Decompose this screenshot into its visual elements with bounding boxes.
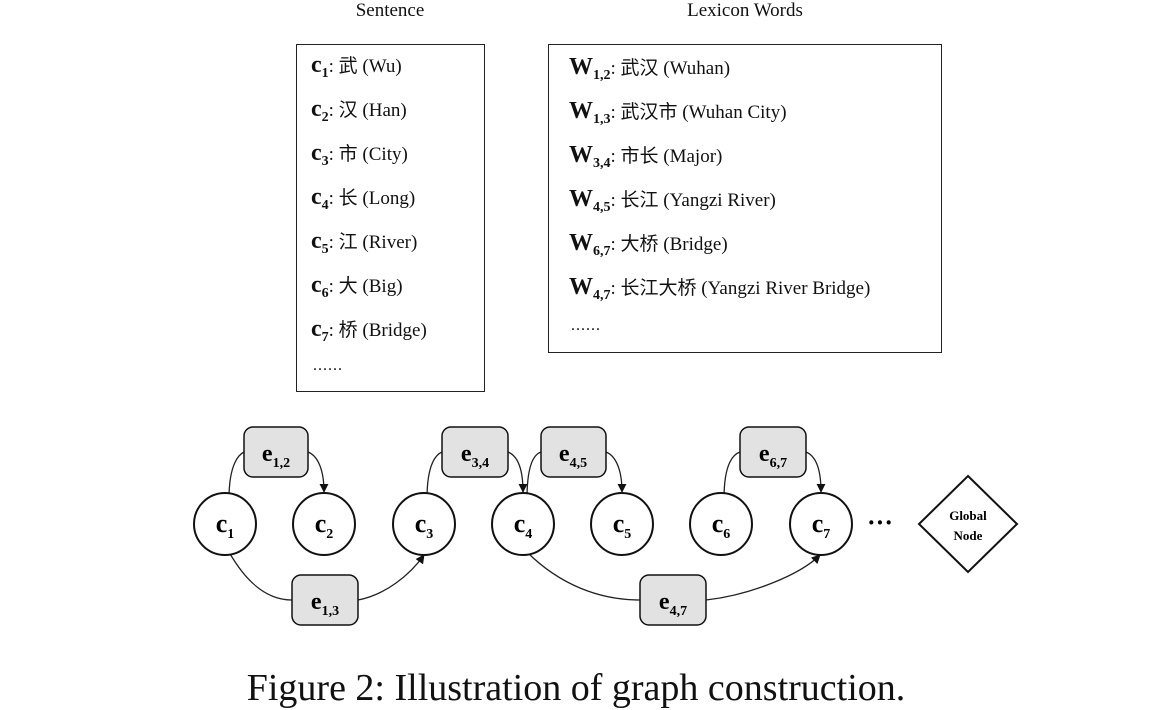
svg-text:e4,5: e4,5 (559, 441, 587, 471)
word-entry-1-3: W1,3: 武汉市 (Wuhan City) (569, 98, 787, 127)
graph-edges (228, 451, 826, 601)
word-entry-3-4: W3,4: 市长 (Major) (569, 142, 723, 171)
edge-node-e12: e1,2 (243, 426, 309, 478)
svg-text:e6,7: e6,7 (759, 441, 787, 471)
lexicon-ellipsis: ...... (571, 317, 601, 334)
svg-text:c7: c7 (812, 509, 831, 542)
edge-c4-e47 (526, 551, 641, 601)
char-node-c5: c5 (590, 492, 654, 556)
char-entry-5: c5: 江 (River) (311, 228, 418, 257)
global-node-label-2: Node (954, 528, 983, 543)
edge-e67-c7 (805, 451, 826, 493)
svg-text:e1,3: e1,3 (311, 589, 339, 619)
graph-diagram: e1,2 e3,4 e4,5 e6,7 e1,3 e4,7 c1 c2 c3 c… (193, 426, 1019, 626)
edge-e47-c7 (705, 554, 821, 601)
edge-node-e45: e4,5 (540, 426, 607, 478)
sentence-box: c1: 武 (Wu) c2: 汉 (Han) c3: 市 (City) c4: … (296, 44, 485, 392)
graph-ellipsis: ··· (867, 508, 893, 537)
word-entry-6-7: W6,7: 大桥 (Bridge) (569, 230, 728, 259)
lexicon-box: W1,2: 武汉 (Wuhan) W1,3: 武汉市 (Wuhan City) … (548, 44, 942, 353)
word-entry-4-7: W4,7: 长江大桥 (Yangzi River Bridge) (569, 274, 871, 303)
edge-e13-c3 (357, 554, 425, 601)
global-node: Global Node (917, 474, 1019, 574)
edge-node-e13: e1,3 (291, 574, 359, 626)
svg-text:c5: c5 (613, 509, 632, 542)
char-entry-4: c4: 长 (Long) (311, 184, 416, 213)
char-entry-2: c2: 汉 (Han) (311, 96, 407, 125)
edge-e45-c5 (605, 451, 627, 493)
edge-node-e47: e4,7 (639, 574, 707, 626)
edge-e12-c2 (307, 451, 329, 493)
char-entry-6: c6: 大 (Big) (311, 272, 403, 301)
char-node-c2: c2 (292, 492, 356, 556)
edge-c3-e34 (426, 451, 443, 500)
svg-text:c1: c1 (216, 509, 235, 542)
lexicon-heading: Lexicon Words (687, 0, 803, 21)
edge-c6-e67 (723, 451, 741, 500)
char-node-c1: c1 (193, 492, 257, 556)
svg-text:e3,4: e3,4 (461, 441, 489, 471)
word-entry-1-2: W1,2: 武汉 (Wuhan) (569, 54, 731, 83)
edge-c1-e13 (228, 551, 293, 601)
word-entry-4-5: W4,5: 长江 (Yangzi River) (569, 186, 776, 215)
edge-e34-c4 (507, 451, 528, 493)
svg-text:e4,7: e4,7 (659, 589, 687, 619)
sentence-ellipsis: ...... (313, 357, 343, 374)
char-node-c3: c3 (392, 492, 456, 556)
svg-text:c6: c6 (712, 509, 731, 542)
svg-text:c2: c2 (315, 509, 334, 542)
char-entry-3: c3: 市 (City) (311, 140, 408, 169)
char-node-c7: c7 (789, 492, 853, 556)
char-node-c4: c4 (491, 492, 555, 556)
char-entry-1: c1: 武 (Wu) (311, 52, 402, 81)
edge-node-e67: e6,7 (739, 426, 807, 478)
svg-text:c4: c4 (514, 509, 533, 542)
svg-text:e1,2: e1,2 (262, 441, 290, 471)
global-node-label-1: Global (949, 508, 987, 523)
char-node-c6: c6 (689, 492, 753, 556)
edge-node-e34: e3,4 (441, 426, 509, 478)
edge-c1-e12 (228, 451, 245, 500)
edge-c4-e45 (526, 451, 542, 500)
svg-text:c3: c3 (415, 509, 434, 542)
sentence-heading: Sentence (355, 0, 425, 21)
char-entry-7: c7: 桥 (Bridge) (311, 316, 427, 345)
figure-caption: Figure 2: Illustration of graph construc… (246, 667, 906, 709)
